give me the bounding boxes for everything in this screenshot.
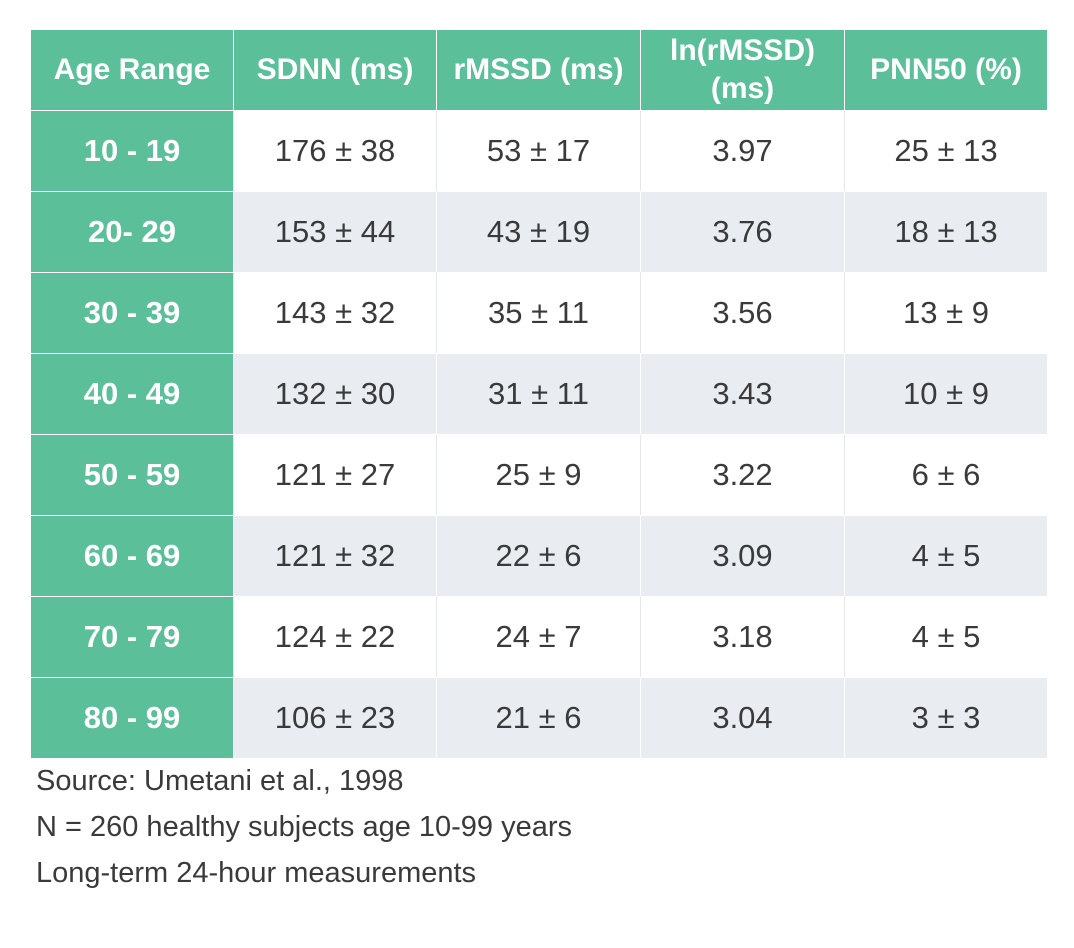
ln-rmssd-cell: 3.04 (640, 677, 844, 758)
age-range-cell: 60 - 69 (31, 515, 233, 596)
subjects-note: N = 260 healthy subjects age 10-99 years (36, 811, 573, 843)
rmssd-cell: 25 ± 9 (436, 434, 640, 515)
age-range-cell: 30 - 39 (31, 272, 233, 353)
header-ln-rmssd: ln(rMSSD) (ms) (640, 30, 844, 110)
header-pnn50: PNN50 (%) (844, 30, 1047, 110)
ln-rmssd-cell: 3.43 (640, 353, 844, 434)
ln-rmssd-cell: 3.18 (640, 596, 844, 677)
table-row: 40 - 49 132 ± 30 31 ± 11 3.43 10 ± 9 (31, 353, 1047, 434)
sdnn-cell: 121 ± 32 (233, 515, 436, 596)
pnn50-cell: 4 ± 5 (844, 515, 1047, 596)
age-range-cell: 70 - 79 (31, 596, 233, 677)
table-row: 30 - 39 143 ± 32 35 ± 11 3.56 13 ± 9 (31, 272, 1047, 353)
table-row: 80 - 99 106 ± 23 21 ± 6 3.04 3 ± 3 (31, 677, 1047, 758)
ln-rmssd-cell: 3.97 (640, 110, 844, 191)
measurement-note: Long-term 24-hour measurements (36, 857, 477, 889)
table-row: 70 - 79 124 ± 22 24 ± 7 3.18 4 ± 5 (31, 596, 1047, 677)
age-range-cell: 40 - 49 (31, 353, 233, 434)
sdnn-cell: 132 ± 30 (233, 353, 436, 434)
pnn50-cell: 13 ± 9 (844, 272, 1047, 353)
age-range-cell: 20- 29 (31, 191, 233, 272)
rmssd-cell: 31 ± 11 (436, 353, 640, 434)
hrv-norms-table: Age Range SDNN (ms) rMSSD (ms) ln(rMSSD)… (31, 30, 1047, 758)
sdnn-cell: 176 ± 38 (233, 110, 436, 191)
rmssd-cell: 43 ± 19 (436, 191, 640, 272)
table-row: 60 - 69 121 ± 32 22 ± 6 3.09 4 ± 5 (31, 515, 1047, 596)
ln-rmssd-cell: 3.76 (640, 191, 844, 272)
pnn50-cell: 3 ± 3 (844, 677, 1047, 758)
pnn50-cell: 25 ± 13 (844, 110, 1047, 191)
age-range-cell: 50 - 59 (31, 434, 233, 515)
pnn50-cell: 6 ± 6 (844, 434, 1047, 515)
rmssd-cell: 21 ± 6 (436, 677, 640, 758)
age-range-cell: 10 - 19 (31, 110, 233, 191)
sdnn-cell: 106 ± 23 (233, 677, 436, 758)
table-footnotes: Source: Umetani et al., 1998 N = 260 hea… (36, 758, 572, 896)
header-age-range: Age Range (31, 30, 233, 110)
pnn50-cell: 4 ± 5 (844, 596, 1047, 677)
ln-rmssd-cell: 3.22 (640, 434, 844, 515)
table-row: 10 - 19 176 ± 38 53 ± 17 3.97 25 ± 13 (31, 110, 1047, 191)
rmssd-cell: 53 ± 17 (436, 110, 640, 191)
table-header-row: Age Range SDNN (ms) rMSSD (ms) ln(rMSSD)… (31, 30, 1047, 110)
rmssd-cell: 22 ± 6 (436, 515, 640, 596)
header-rmssd: rMSSD (ms) (436, 30, 640, 110)
sdnn-cell: 121 ± 27 (233, 434, 436, 515)
pnn50-cell: 10 ± 9 (844, 353, 1047, 434)
source-note: Source: Umetani et al., 1998 (36, 765, 404, 797)
rmssd-cell: 24 ± 7 (436, 596, 640, 677)
ln-rmssd-cell: 3.56 (640, 272, 844, 353)
sdnn-cell: 143 ± 32 (233, 272, 436, 353)
table-row: 20- 29 153 ± 44 43 ± 19 3.76 18 ± 13 (31, 191, 1047, 272)
sdnn-cell: 153 ± 44 (233, 191, 436, 272)
age-range-cell: 80 - 99 (31, 677, 233, 758)
rmssd-cell: 35 ± 11 (436, 272, 640, 353)
ln-rmssd-cell: 3.09 (640, 515, 844, 596)
table-row: 50 - 59 121 ± 27 25 ± 9 3.22 6 ± 6 (31, 434, 1047, 515)
sdnn-cell: 124 ± 22 (233, 596, 436, 677)
pnn50-cell: 18 ± 13 (844, 191, 1047, 272)
header-sdnn: SDNN (ms) (233, 30, 436, 110)
